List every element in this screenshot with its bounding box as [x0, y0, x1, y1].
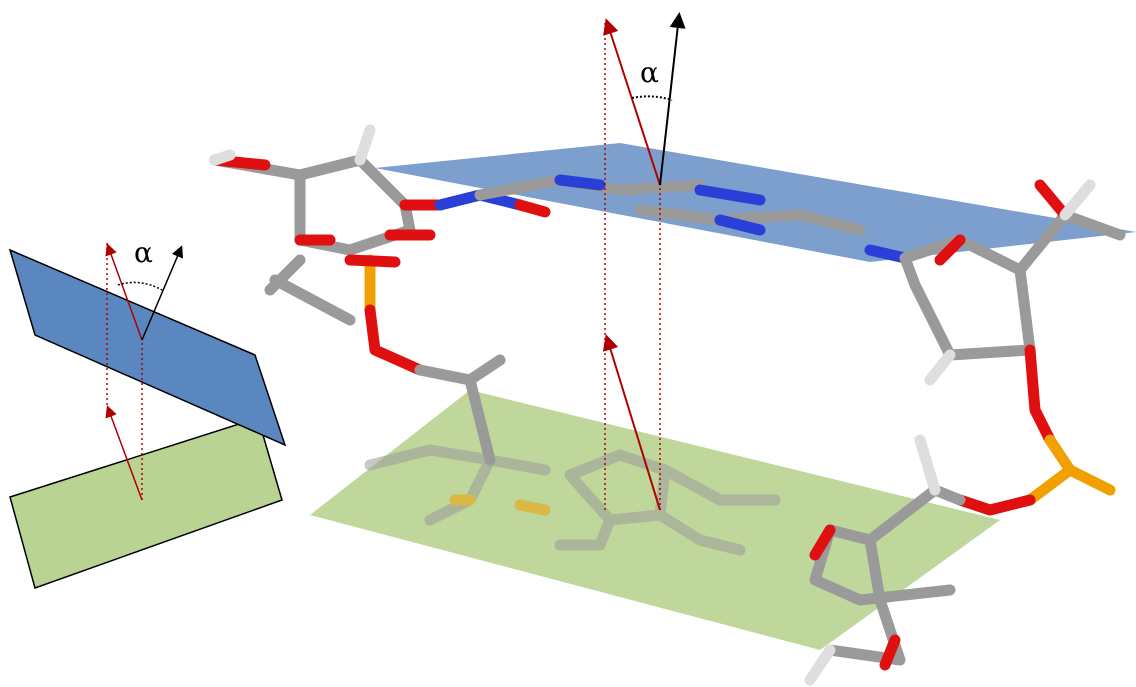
sugar: [264, 254, 506, 466]
oxygen: [809, 524, 901, 671]
angle-arc: [117, 281, 163, 291]
angle-arc: [631, 95, 673, 101]
oxygen: [934, 179, 1071, 446]
normal-arrow: [603, 18, 661, 186]
normal-arrow: [659, 12, 686, 186]
normal-arrow: [602, 334, 661, 511]
normal-arrow: [105, 405, 143, 501]
lower-plane: [9, 417, 283, 589]
oxygen: [344, 254, 426, 376]
lower-base: [364, 444, 781, 556]
angle-label: α: [640, 56, 659, 89]
schematic: α: [8, 236, 287, 589]
oxygen: [209, 154, 446, 246]
sugar: [209, 154, 416, 256]
nitrogen: [554, 174, 911, 264]
phosphate: [1024, 434, 1116, 506]
hydrogen: [209, 124, 1096, 686]
angle-label: α: [134, 236, 153, 269]
oxygen: [954, 494, 1036, 516]
normal-arrow: [105, 243, 143, 341]
upper-plane: [8, 248, 287, 447]
oxygen: [514, 199, 551, 218]
normal-arrow: [141, 245, 184, 341]
molecule-view: α: [209, 12, 1136, 686]
